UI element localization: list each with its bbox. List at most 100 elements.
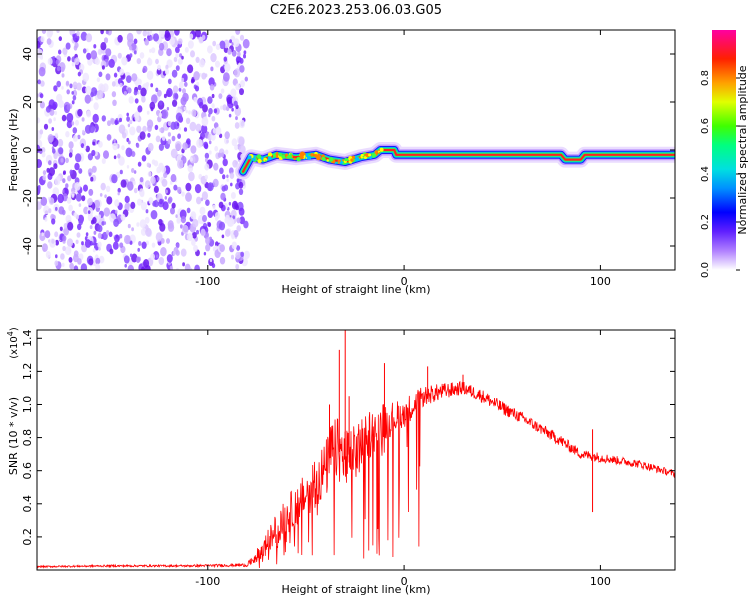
noise-speckle: [84, 239, 92, 248]
noise-speckle: [75, 193, 82, 202]
noise-speckle: [118, 124, 126, 134]
noise-speckle: [218, 93, 223, 99]
noise-speckle: [194, 85, 200, 92]
noise-speckle: [127, 140, 131, 145]
noise-speckle: [82, 129, 85, 134]
noise-speckle: [191, 109, 197, 117]
y-tick-label: 0.6: [21, 462, 34, 480]
noise-speckle: [140, 201, 147, 211]
noise-speckle: [58, 36, 62, 42]
noise-speckle: [146, 110, 150, 115]
noise-speckle: [100, 42, 107, 51]
signal-speckle: [331, 161, 333, 164]
spectrogram-noise-region: [37, 30, 250, 270]
noise-speckle: [87, 58, 93, 66]
noise-speckle: [243, 50, 247, 55]
noise-speckle: [156, 166, 162, 174]
noise-speckle: [39, 93, 44, 99]
noise-speckle: [79, 63, 85, 72]
noise-speckle: [158, 100, 163, 106]
noise-speckle: [113, 138, 116, 143]
y-tick-label: 0.2: [21, 528, 34, 546]
noise-speckle: [66, 197, 72, 204]
noise-speckle: [43, 123, 49, 130]
noise-speckle: [54, 231, 59, 238]
noise-speckle: [119, 233, 123, 239]
noise-speckle: [172, 85, 179, 93]
noise-speckle: [111, 174, 118, 184]
noise-speckle: [171, 135, 176, 142]
noise-speckle: [135, 256, 141, 263]
noise-speckle: [131, 253, 138, 263]
noise-speckle: [53, 163, 58, 170]
noise-speckle: [119, 117, 122, 123]
noise-speckle: [172, 251, 176, 256]
noise-speckle: [180, 248, 187, 257]
y-tick-label: 0: [21, 147, 34, 154]
noise-speckle: [67, 175, 72, 182]
y-tick-label: 0.8: [21, 429, 34, 447]
noise-speckle: [231, 50, 237, 57]
noise-speckle: [186, 138, 191, 145]
noise-speckle: [42, 174, 47, 181]
noise-speckle: [133, 170, 137, 174]
noise-speckle: [146, 162, 150, 168]
noise-speckle: [235, 251, 241, 260]
noise-speckle: [41, 30, 47, 34]
noise-speckle: [186, 207, 191, 214]
noise-speckle: [166, 87, 173, 98]
noise-speckle: [211, 93, 215, 99]
noise-speckle: [103, 37, 109, 44]
y-tick-label: 40: [21, 47, 34, 61]
noise-speckle: [229, 172, 235, 179]
noise-speckle: [87, 197, 93, 206]
colorbar: 0.0 0.2 0.4 0.6 0.8 Normalized spectral ampl…: [700, 30, 749, 278]
noise-speckle: [75, 153, 82, 163]
noise-speckle: [201, 191, 208, 201]
noise-speckle: [205, 157, 208, 163]
signal-speckle: [360, 153, 364, 157]
noise-speckle: [119, 169, 123, 175]
noise-speckle: [85, 145, 90, 153]
noise-speckle: [211, 103, 215, 109]
noise-speckle: [65, 157, 69, 164]
signal-speckle: [337, 159, 341, 163]
colorbar-tick-label: 0.2: [700, 214, 711, 230]
noise-speckle: [62, 178, 66, 184]
noise-speckle: [114, 234, 120, 243]
noise-speckle: [239, 88, 244, 96]
noise-speckle: [133, 187, 138, 194]
noise-speckle: [208, 77, 215, 87]
noise-speckle: [170, 148, 178, 159]
snr-y-scale-exponent: 4: [6, 331, 15, 336]
noise-speckle: [62, 235, 67, 242]
noise-speckle: [68, 204, 73, 212]
noise-speckle: [202, 214, 207, 223]
noise-speckle: [66, 238, 74, 247]
noise-speckle: [72, 89, 78, 97]
noise-speckle: [74, 162, 80, 171]
noise-speckle: [134, 98, 139, 104]
noise-speckle: [190, 145, 197, 154]
noise-speckle: [83, 184, 88, 192]
noise-speckle: [67, 56, 71, 62]
noise-speckle: [230, 182, 233, 187]
noise-speckle: [78, 203, 82, 208]
noise-speckle: [175, 46, 180, 54]
noise-speckle: [85, 48, 89, 53]
signal-speckle: [318, 153, 321, 156]
noise-speckle: [229, 39, 233, 44]
noise-speckle: [136, 143, 140, 149]
noise-speckle: [219, 244, 225, 253]
noise-speckle: [209, 84, 215, 91]
noise-speckle: [178, 38, 183, 45]
noise-speckle: [170, 207, 175, 215]
noise-speckle: [58, 99, 64, 108]
noise-speckle: [177, 159, 184, 169]
noise-speckle: [150, 210, 158, 220]
noise-speckle: [147, 31, 150, 36]
noise-speckle: [84, 94, 92, 104]
signal-speckle: [337, 162, 340, 164]
noise-speckle: [81, 241, 84, 246]
noise-speckle: [129, 126, 136, 136]
